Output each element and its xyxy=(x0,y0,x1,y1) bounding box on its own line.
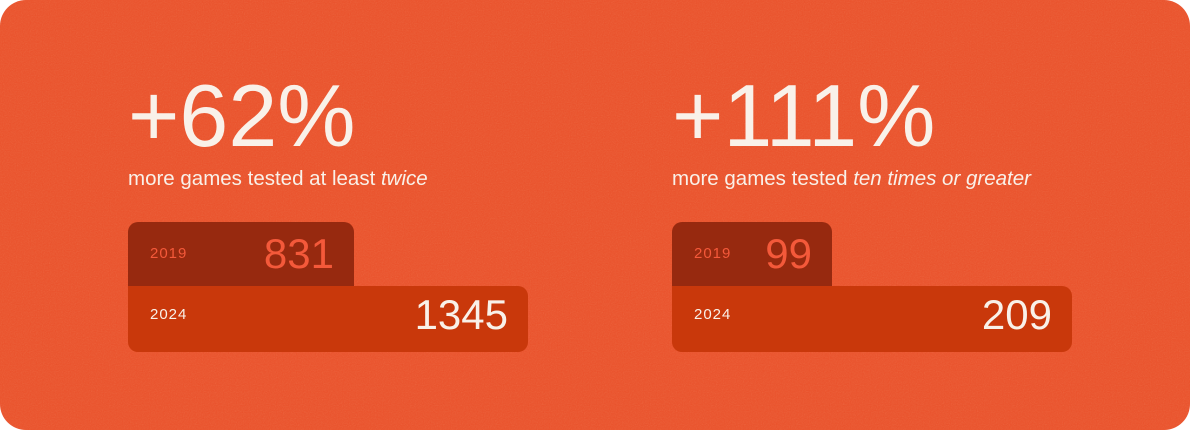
bar-value: 831 xyxy=(263,229,334,277)
bar-chart: 2019 99 2024 209 xyxy=(672,221,1072,352)
bar-value: 1345 xyxy=(414,290,508,338)
bar-2019: 2019 831 xyxy=(128,221,354,286)
subtitle-plain-text: more games tested at least xyxy=(128,166,376,190)
bar-year-label: 2024 xyxy=(150,306,188,324)
subtitle-italic-text: twice xyxy=(380,166,428,190)
bar-chart: 2019 831 2024 1345 xyxy=(128,221,528,352)
bar-2019: 2019 99 xyxy=(672,221,832,286)
bar-year-label: 2019 xyxy=(694,245,732,263)
headline-percentage: +62% xyxy=(128,66,356,165)
bar-year-label: 2019 xyxy=(150,245,188,263)
subtitle-plain-text: more games tested xyxy=(672,166,848,190)
chart-subtitle: more games tested ten times or greater xyxy=(672,167,1072,192)
bar-year-label: 2024 xyxy=(694,306,732,324)
headline-percentage: +111% xyxy=(672,66,936,165)
bar-value: 99 xyxy=(765,229,812,277)
chart-group-tested-twice: +62% more games tested at least twice 20… xyxy=(128,66,528,430)
bar-value: 209 xyxy=(981,290,1052,338)
bar-2024: 2024 209 xyxy=(672,285,1072,352)
subtitle-italic-text: ten times or greater xyxy=(853,166,1031,190)
chart-group-tested-ten-times: +111% more games tested ten times or gre… xyxy=(672,66,1072,430)
chart-subtitle: more games tested at least twice xyxy=(128,167,528,192)
bar-2024: 2024 1345 xyxy=(128,285,528,352)
